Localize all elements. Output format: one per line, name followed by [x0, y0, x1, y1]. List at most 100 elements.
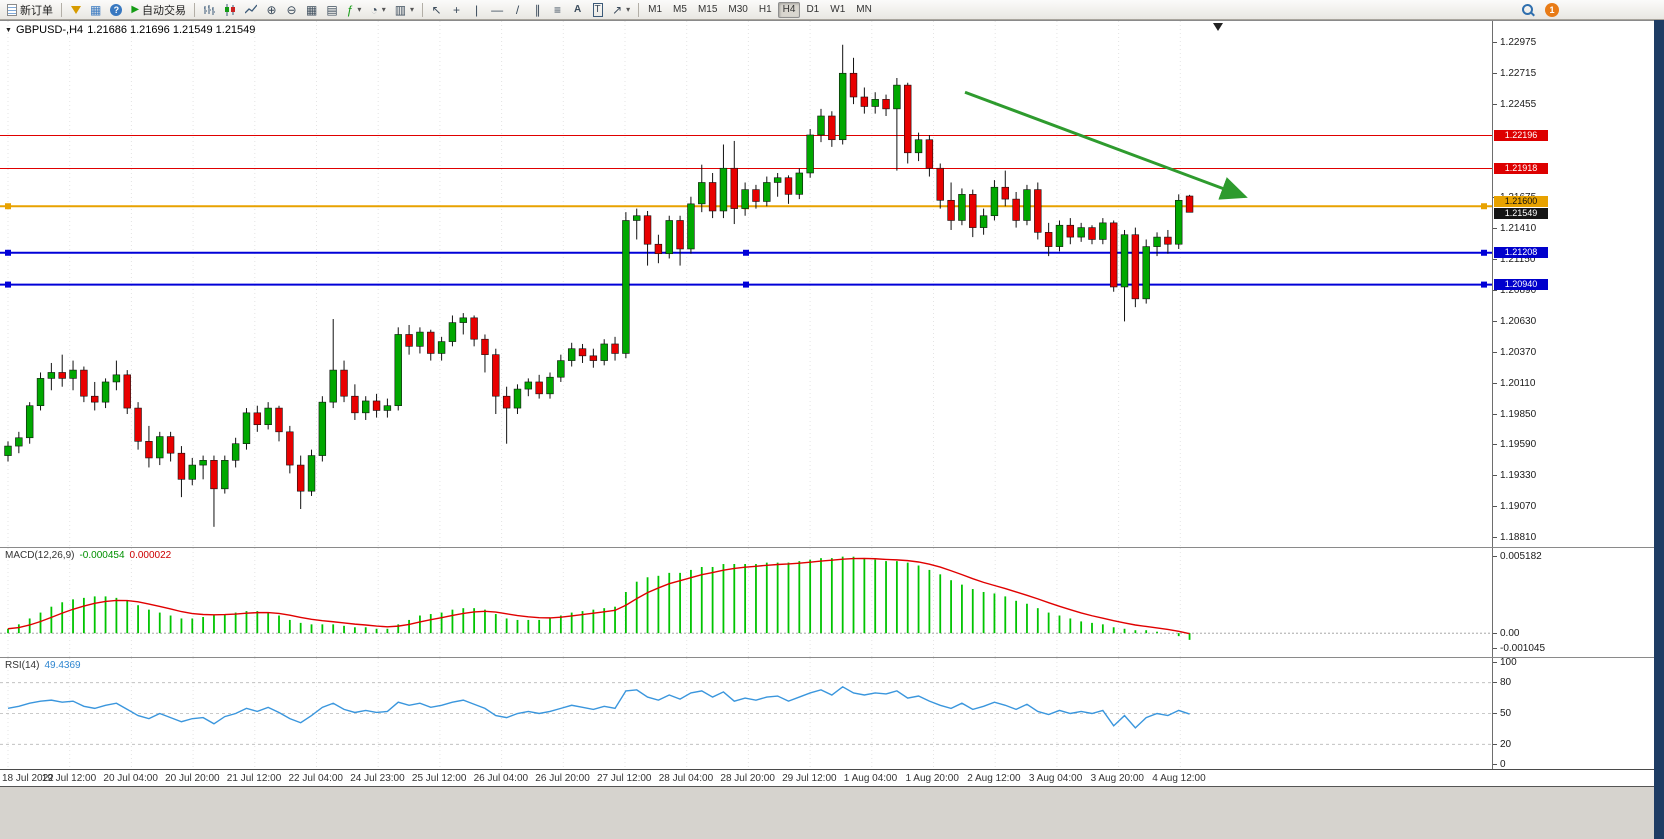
arrows-tool-button[interactable]: ↗ ▾ [608, 1, 634, 18]
template-icon: ▥ [394, 2, 407, 17]
time-axis-label: 1 Aug 04:00 [843, 773, 898, 784]
time-axis-label: 21 Jul 12:00 [226, 773, 282, 784]
cursor-tool-button[interactable]: ↖ [427, 1, 446, 18]
periods-button[interactable]: ◔ ▾ [366, 1, 389, 18]
timeframe-button-w1[interactable]: W1 [825, 2, 850, 18]
time-axis[interactable]: 18 Jul 2022 19 Jul 12:00 20 Jul 04:00 20 Ju… [0, 770, 1654, 787]
rsi-scale[interactable]: 100 80 50 20 0 [1492, 658, 1654, 769]
help-icon: ? [110, 3, 123, 16]
price-tick-label: 1.20370 [1493, 346, 1537, 358]
rsi-canvas[interactable] [0, 658, 1492, 769]
collapse-triangle-icon[interactable]: ▼ [5, 26, 12, 34]
macd-label: MACD(12,26,9) -0.000454 0.000022 [5, 550, 171, 561]
time-axis-label: 29 Jul 12:00 [782, 773, 837, 784]
timeframe-button-m1[interactable]: M1 [643, 2, 667, 18]
notification-badge[interactable]: 1 [1545, 2, 1559, 17]
timeframe-button-m15[interactable]: M15 [693, 2, 722, 18]
price-tick-label: 1.20110 [1493, 377, 1536, 389]
chevron-down-icon: ▾ [410, 5, 415, 14]
macd-plot-area[interactable]: MACD(12,26,9) -0.000454 0.000022 [0, 548, 1492, 657]
macd-canvas[interactable] [0, 548, 1492, 657]
horizontal-line-icon: — [491, 2, 504, 17]
candlestick-chart-button[interactable] [220, 1, 240, 18]
price-tick-label: 1.19330 [1493, 470, 1537, 482]
macd-scale[interactable]: 0.005182 0.00 -0.001045 [1492, 548, 1654, 657]
autotrading-play-icon: ▶ [131, 4, 140, 15]
time-axis-label: 28 Jul 20:00 [720, 773, 775, 784]
timeframe-button-mn[interactable]: MN [851, 2, 877, 18]
rsi-label: RSI(14) 49.4369 [5, 660, 81, 671]
time-axis-label: 4 Aug 12:00 [1152, 773, 1206, 784]
zoom-in-icon: ⊕ [266, 2, 277, 17]
indicators-icon: ƒ [346, 2, 354, 17]
crosshair-icon: + [453, 2, 461, 17]
toolbar-separator [422, 2, 424, 17]
price-tick-label: 1.19850 [1493, 408, 1537, 420]
crosshair-tool-button[interactable]: + [447, 1, 466, 18]
macd-panel: MACD(12,26,9) -0.000454 0.000022 0.005182 0… [0, 548, 1654, 658]
price-tick-label: 1.20630 [1493, 315, 1537, 327]
chart-windows-button[interactable]: ▦ [86, 1, 105, 18]
time-axis-label: 3 Aug 20:00 [1090, 773, 1144, 784]
fibonacci-tool-button[interactable]: ≡ [548, 1, 567, 18]
vertical-line-tool-button[interactable]: | [467, 1, 486, 18]
rsi-plot-area[interactable]: RSI(14) 49.4369 [0, 658, 1492, 769]
time-axis-label: 25 Jul 12:00 [411, 773, 467, 784]
candlestick-chart-icon [225, 3, 236, 16]
bar-chart-button[interactable] [199, 1, 219, 18]
timeframe-button-m5[interactable]: M5 [668, 2, 692, 18]
main-chart-canvas[interactable] [0, 21, 1492, 547]
timeframe-button-h4[interactable]: H4 [777, 1, 801, 18]
toolbar-separator [638, 2, 640, 17]
arrange-windows-button[interactable]: ▤ [322, 1, 341, 18]
tile-windows-icon: ▦ [306, 2, 318, 17]
rsi-tick-label: 100 [1493, 658, 1517, 668]
time-axis-label: 1 Aug 20:00 [905, 773, 959, 784]
channel-tool-button[interactable]: ∥ [528, 1, 547, 18]
profiles-button[interactable] [66, 1, 85, 18]
indicators-button[interactable]: ƒ ▾ [343, 1, 366, 18]
zoom-out-button[interactable]: ⊖ [282, 1, 301, 18]
new-order-button[interactable]: 新订单 [3, 1, 57, 18]
timeframe-button-m30[interactable]: M30 [723, 2, 752, 18]
zoom-out-icon: ⊖ [286, 2, 297, 17]
time-axis-label: 20 Jul 20:00 [165, 773, 220, 784]
price-tick-label: 1.20890 [1493, 285, 1537, 297]
timeframe-button-h1[interactable]: H1 [754, 2, 777, 18]
horizontal-line-tool-button[interactable]: — [487, 1, 507, 18]
time-axis-label: 22 Jul 04:00 [288, 773, 344, 784]
chart-window-icon: ▦ [90, 2, 102, 17]
price-plot-area[interactable]: ▼ GBPUSD-,H4 1.21686 1.21696 1.21549 1.2… [0, 21, 1492, 547]
rsi-tick-label: 0 [1493, 759, 1506, 769]
templates-button[interactable]: ▥ ▾ [391, 1, 418, 18]
chevron-down-icon: ▾ [381, 5, 386, 14]
toolbar-right-group: 1 [1522, 2, 1559, 17]
trendline-tool-button[interactable]: / [508, 1, 527, 18]
timeframe-button-d1[interactable]: D1 [801, 2, 824, 18]
zoom-in-button[interactable]: ⊕ [262, 1, 281, 18]
bar-chart-icon [204, 4, 216, 15]
rsi-tick-label: 50 [1493, 708, 1512, 719]
autotrading-label: 自动交易 [142, 4, 187, 17]
chart-title: ▼ GBPUSD-,H4 1.21686 1.21696 1.21549 1.2… [5, 24, 255, 36]
line-chart-icon [245, 4, 258, 13]
rsi-value: 49.4369 [44, 660, 81, 671]
chart-window: ▼ GBPUSD-,H4 1.21686 1.21696 1.21549 1.2… [0, 20, 1654, 787]
new-order-icon [7, 3, 17, 16]
label-tool-button[interactable]: T [588, 1, 607, 18]
price-tick-label: 1.22975 [1493, 37, 1537, 49]
price-line-badge: 1.22196 [1494, 129, 1548, 141]
help-button[interactable]: ? [106, 1, 126, 18]
new-order-label: 新订单 [20, 4, 53, 17]
search-icon[interactable] [1522, 4, 1533, 15]
main-toolbar: 新订单 ▦ ? ▶ 自动交易 ⊕ ⊖ ▦ ▤ ƒ ▾ ◔ ▾ [0, 0, 1664, 20]
price-line-badge: 1.21208 [1494, 247, 1548, 259]
tile-windows-button[interactable]: ▦ [302, 1, 321, 18]
text-tool-button[interactable]: A [568, 1, 587, 18]
funnel-icon [70, 5, 81, 14]
line-chart-button[interactable] [241, 1, 261, 18]
price-scale[interactable]: 1.229751.227151.224551.216751.214101.211… [1492, 21, 1654, 547]
autotrading-button[interactable]: ▶ 自动交易 [127, 1, 190, 18]
price-line-badge: 1.21918 [1494, 162, 1548, 174]
symbol-period-label: GBPUSD-,H4 [15, 24, 84, 36]
